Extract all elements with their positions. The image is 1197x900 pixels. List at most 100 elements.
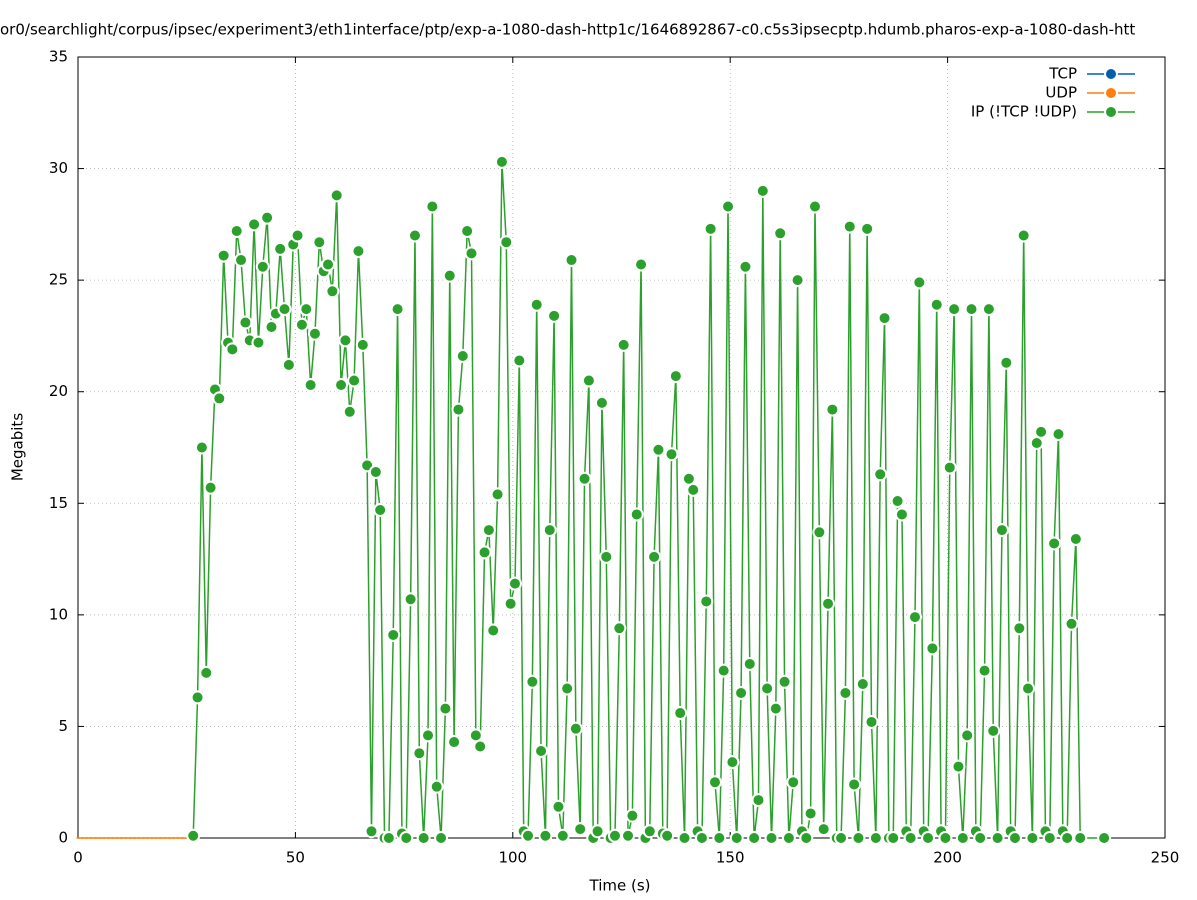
data-point bbox=[290, 228, 305, 243]
data-point bbox=[877, 311, 892, 326]
data-point bbox=[668, 369, 683, 384]
data-point bbox=[807, 199, 822, 214]
data-point bbox=[712, 831, 727, 845]
data-point bbox=[860, 221, 875, 236]
x-tick-label: 200 bbox=[933, 849, 962, 867]
data-point bbox=[464, 246, 479, 261]
data-point bbox=[321, 257, 336, 272]
data-point bbox=[1012, 621, 1027, 636]
data-point bbox=[529, 297, 544, 312]
data-point bbox=[390, 302, 405, 317]
data-point bbox=[551, 799, 566, 814]
data-point bbox=[694, 831, 709, 845]
data-point bbox=[912, 275, 927, 290]
data-point bbox=[838, 685, 853, 700]
data-point bbox=[925, 641, 940, 656]
data-point bbox=[790, 273, 805, 288]
data-point bbox=[581, 373, 596, 388]
data-point bbox=[199, 665, 214, 680]
legend-marker bbox=[1104, 86, 1118, 100]
data-point bbox=[194, 440, 209, 455]
data-point bbox=[425, 199, 440, 214]
data-point bbox=[777, 674, 792, 689]
y-tick-label: 5 bbox=[58, 717, 68, 735]
data-point bbox=[386, 627, 401, 642]
data-point bbox=[1021, 681, 1036, 696]
data-point bbox=[964, 302, 979, 317]
data-point bbox=[481, 523, 496, 538]
data-point bbox=[716, 663, 731, 678]
data-point bbox=[1047, 536, 1062, 551]
data-point bbox=[451, 402, 466, 417]
data-point bbox=[616, 337, 631, 352]
data-point bbox=[621, 828, 636, 843]
data-point bbox=[729, 831, 744, 845]
x-axis-label: Time (s) bbox=[589, 877, 651, 895]
data-point bbox=[825, 402, 840, 417]
data-point bbox=[521, 828, 536, 843]
data-point bbox=[803, 806, 818, 821]
data-point bbox=[477, 545, 492, 560]
data-point bbox=[612, 621, 627, 636]
x-tick-label: 150 bbox=[716, 849, 745, 867]
data-point bbox=[294, 317, 309, 332]
data-point bbox=[281, 357, 296, 372]
data-point bbox=[634, 257, 649, 272]
data-point bbox=[486, 623, 501, 638]
data-point bbox=[381, 831, 396, 845]
data-point bbox=[842, 219, 857, 234]
data-point bbox=[447, 735, 462, 750]
data-point bbox=[938, 831, 953, 845]
data-point bbox=[594, 395, 609, 410]
legend-label: IP (!TCP !UDP) bbox=[971, 103, 1077, 121]
y-axis-label: Megabits bbox=[9, 413, 27, 481]
data-point bbox=[707, 775, 722, 790]
data-point bbox=[607, 828, 622, 843]
data-point bbox=[890, 494, 905, 509]
data-point bbox=[255, 259, 270, 274]
data-point bbox=[773, 226, 788, 241]
y-tick-label: 10 bbox=[49, 605, 68, 623]
data-point bbox=[755, 183, 770, 198]
data-point bbox=[1007, 831, 1022, 845]
data-point bbox=[642, 824, 657, 839]
data-point bbox=[994, 523, 1009, 538]
data-point bbox=[225, 342, 240, 357]
data-point bbox=[864, 714, 879, 729]
data-point bbox=[338, 333, 353, 348]
y-tick-label: 0 bbox=[58, 829, 68, 847]
data-point bbox=[999, 355, 1014, 370]
y-tick-label: 20 bbox=[49, 382, 68, 400]
data-point bbox=[573, 822, 588, 837]
data-point bbox=[329, 188, 344, 203]
data-point bbox=[512, 353, 527, 368]
data-point bbox=[455, 349, 470, 364]
data-point bbox=[403, 592, 418, 607]
data-point bbox=[347, 373, 362, 388]
y-tick-label: 15 bbox=[49, 494, 68, 512]
data-point bbox=[686, 482, 701, 497]
data-point bbox=[373, 502, 388, 517]
data-point bbox=[325, 284, 340, 299]
data-point bbox=[725, 755, 740, 770]
data-point bbox=[203, 480, 218, 495]
data-point bbox=[903, 831, 918, 845]
data-point bbox=[460, 224, 475, 239]
data-point bbox=[534, 743, 549, 758]
data-point bbox=[564, 253, 579, 268]
data-point bbox=[868, 831, 883, 845]
data-point bbox=[929, 297, 944, 312]
data-point bbox=[651, 442, 666, 457]
data-point bbox=[816, 822, 831, 837]
data-point bbox=[1068, 531, 1083, 546]
data-point bbox=[1064, 616, 1079, 631]
data-point bbox=[625, 808, 640, 823]
data-point bbox=[342, 404, 357, 419]
data-point bbox=[499, 235, 514, 250]
data-point bbox=[734, 685, 749, 700]
data-point bbox=[307, 326, 322, 341]
data-point bbox=[742, 656, 757, 671]
data-point bbox=[886, 831, 901, 845]
data-point bbox=[355, 337, 370, 352]
data-point bbox=[1034, 424, 1049, 439]
